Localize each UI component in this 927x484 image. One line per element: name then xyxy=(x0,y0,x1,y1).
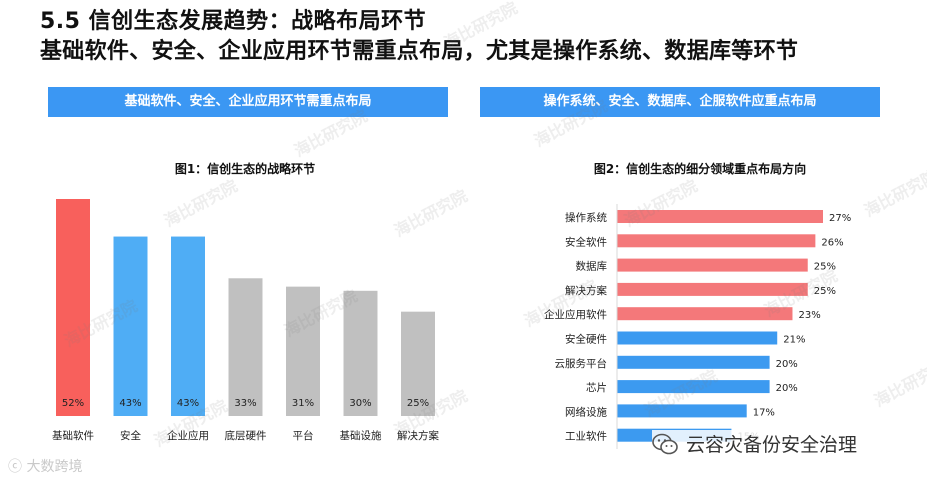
hbar-3 xyxy=(617,258,808,272)
bar-5 xyxy=(286,286,320,416)
x-tick-label-7: 解决方案 xyxy=(397,429,439,442)
bar-1 xyxy=(56,199,90,416)
y-tick-label-5: 企业应用软件 xyxy=(544,308,607,321)
bar-value-label-1: 52% xyxy=(62,398,84,409)
x-tick-label-6: 基础设施 xyxy=(340,429,382,442)
y-tick-label-6: 安全硬件 xyxy=(565,333,607,346)
y-tick-label-9: 网络设施 xyxy=(565,405,607,418)
footer-tag-text: 云容灾备份安全治理 xyxy=(686,434,858,456)
bar-7 xyxy=(401,311,435,416)
hbar-value-label-4: 25% xyxy=(814,286,836,297)
footer-tag: 云容灾备份安全治理 xyxy=(652,430,858,457)
y-tick-label-3: 数据库 xyxy=(576,260,608,273)
bar-6 xyxy=(343,290,378,416)
y-tick-label-1: 操作系统 xyxy=(565,211,607,224)
hbar-8 xyxy=(617,380,770,394)
hbar-6 xyxy=(617,331,778,345)
bar-value-label-3: 43% xyxy=(177,398,199,409)
bar-4 xyxy=(228,278,263,416)
y-tick-label-8: 芯片 xyxy=(586,381,607,394)
page-subtitle: 基础软件、安全、企业应用环节需重点布局，尤其是操作系统、数据库等环节 xyxy=(40,39,799,64)
bar-3 xyxy=(171,236,205,416)
hbar-value-label-9: 17% xyxy=(753,407,775,418)
y-tick-label-7: 云服务平台 xyxy=(555,357,608,370)
hbar-value-label-6: 21% xyxy=(783,335,805,346)
y-tick-label-4: 解决方案 xyxy=(565,284,607,297)
x-tick-label-4: 底层硬件 xyxy=(225,429,267,442)
source-logo: ⓒ 大数跨境 xyxy=(8,459,83,475)
wechat-icon xyxy=(652,433,678,455)
logo-icon: ⓒ xyxy=(8,459,27,475)
chart2-svg: 操作系统 27% 安全软件 26% 数据库 25% 解决方案 25% 企业应用软件 23% 安全硬件… xyxy=(544,204,851,449)
hbar-9 xyxy=(617,404,747,418)
chart1-title: 图1：信创生态的战略环节 xyxy=(174,162,316,176)
bar-value-label-7: 25% xyxy=(407,398,429,409)
bar-2 xyxy=(113,236,148,416)
hbar-7 xyxy=(617,355,770,369)
y-tick-label-2: 安全软件 xyxy=(565,235,607,248)
hbar-value-label-2: 26% xyxy=(821,237,843,248)
y-tick-label-10: 工业软件 xyxy=(565,430,607,443)
x-tick-label-2: 安全 xyxy=(120,429,141,442)
right-banner: 操作系统、安全、数据库、企服软件应重点布局 xyxy=(480,87,880,117)
bar-value-label-5: 31% xyxy=(292,398,314,409)
chart2-title: 图2：信创生态的细分领域重点布局方向 xyxy=(593,162,807,176)
x-tick-label-1: 基础软件 xyxy=(52,429,94,442)
page-title: 5.5 信创生态发展趋势：战略布局环节 xyxy=(40,9,427,34)
x-tick-label-3: 企业应用 xyxy=(167,429,209,442)
hbar-value-label-8: 20% xyxy=(776,383,798,394)
x-tick-label-5: 平台 xyxy=(293,429,314,442)
hbar-2 xyxy=(617,234,816,248)
bar-value-label-4: 33% xyxy=(234,398,256,409)
left-banner: 基础软件、安全、企业应用环节需重点布局 xyxy=(48,87,448,117)
hbar-value-label-1: 27% xyxy=(829,213,851,224)
hbar-value-label-5: 23% xyxy=(798,310,820,321)
chart1-svg: 52% 基础软件 43% 安全 43% 企业应用 33% 底层硬件 31% 平台 30% 基础设施 25… xyxy=(52,199,439,442)
hbar-1 xyxy=(617,210,823,223)
hbar-4 xyxy=(617,282,808,296)
hbar-5 xyxy=(617,307,793,321)
hbar-value-label-3: 25% xyxy=(814,262,836,273)
bar-value-label-2: 43% xyxy=(119,398,141,409)
hbar-value-label-7: 20% xyxy=(776,359,798,370)
bar-value-label-6: 30% xyxy=(349,398,371,409)
